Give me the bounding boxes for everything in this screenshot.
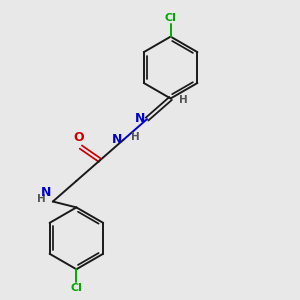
Text: Cl: Cl bbox=[165, 13, 176, 23]
Text: H: H bbox=[131, 132, 140, 142]
Text: N: N bbox=[135, 112, 146, 125]
Text: N: N bbox=[112, 133, 122, 146]
Text: O: O bbox=[73, 131, 84, 144]
Text: H: H bbox=[179, 95, 188, 105]
Text: Cl: Cl bbox=[70, 283, 82, 293]
Text: N: N bbox=[41, 186, 52, 199]
Text: H: H bbox=[37, 194, 46, 204]
